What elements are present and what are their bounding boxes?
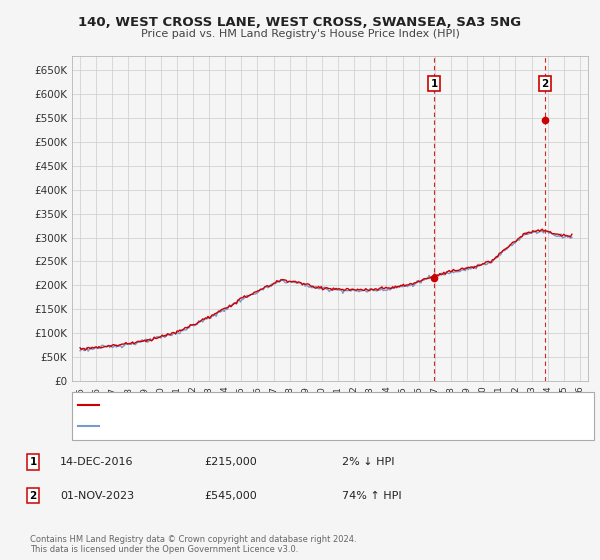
Text: 74% ↑ HPI: 74% ↑ HPI xyxy=(342,491,401,501)
Text: 14-DEC-2016: 14-DEC-2016 xyxy=(60,457,133,467)
Text: 140, WEST CROSS LANE, WEST CROSS, SWANSEA, SA3 5NG: 140, WEST CROSS LANE, WEST CROSS, SWANSE… xyxy=(79,16,521,29)
Text: 1: 1 xyxy=(29,457,37,467)
Text: 01-NOV-2023: 01-NOV-2023 xyxy=(60,491,134,501)
Text: 140, WEST CROSS LANE, WEST CROSS, SWANSEA, SA3 5NG (detached house): 140, WEST CROSS LANE, WEST CROSS, SWANSE… xyxy=(102,400,484,410)
Text: 1: 1 xyxy=(431,78,438,88)
Text: Price paid vs. HM Land Registry's House Price Index (HPI): Price paid vs. HM Land Registry's House … xyxy=(140,29,460,39)
Text: £545,000: £545,000 xyxy=(204,491,257,501)
Text: 2: 2 xyxy=(29,491,37,501)
Text: HPI: Average price, detached house, Swansea: HPI: Average price, detached house, Swan… xyxy=(102,421,326,431)
Text: Contains HM Land Registry data © Crown copyright and database right 2024.
This d: Contains HM Land Registry data © Crown c… xyxy=(30,535,356,554)
Text: 2: 2 xyxy=(541,78,549,88)
Text: 2% ↓ HPI: 2% ↓ HPI xyxy=(342,457,395,467)
Text: £215,000: £215,000 xyxy=(204,457,257,467)
